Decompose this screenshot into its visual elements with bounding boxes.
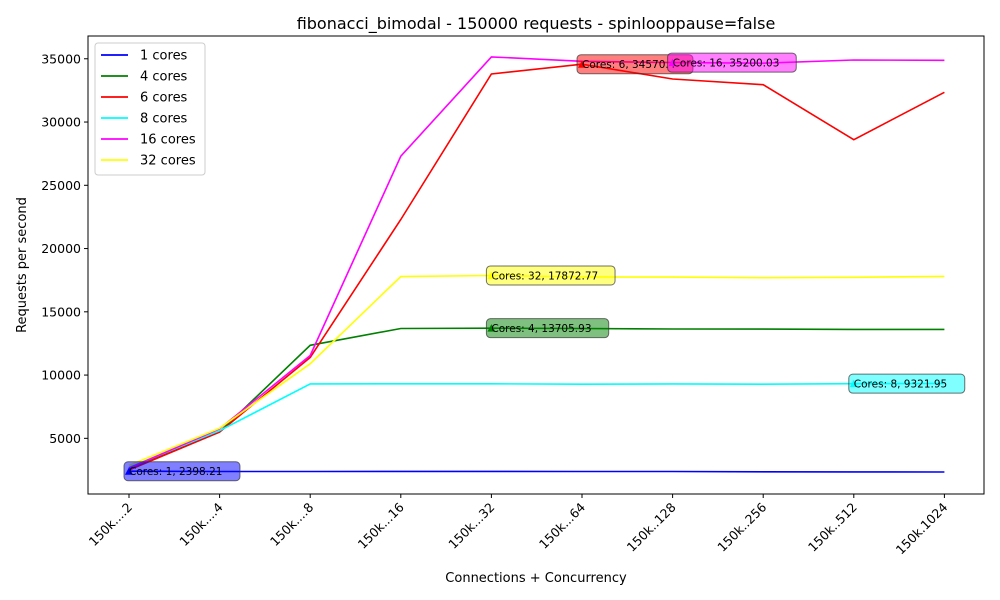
legend-label: 16 cores [140, 133, 196, 148]
legend-item: 6 cores [101, 91, 188, 106]
y-tick-label: 10000 [41, 368, 81, 383]
legend-item: 16 cores [101, 133, 196, 148]
annotation-label: Cores: 8, 9321.95 [854, 378, 947, 390]
legend-label: 8 cores [140, 112, 188, 127]
y-tick-label: 25000 [41, 178, 81, 193]
legend: 1 cores 4 cores 6 cores 8 cores 16 cores 32 c… [94, 42, 206, 176]
legend-item: 32 cores [101, 154, 196, 169]
annotation-label: Cores: 1, 2398.21 [129, 466, 222, 478]
legend-label: 32 cores [140, 154, 196, 169]
y-axis-title: Requests per second [15, 197, 30, 333]
series-lines [128, 56, 945, 473]
x-axis: 150k....2 150k....4 150k....8 150k...16 150k… [86, 494, 951, 557]
annotation-box: Cores: 6, 34570.4 [576, 54, 694, 75]
legend-label: 1 cores [140, 49, 188, 64]
plot-frame [87, 35, 985, 495]
series-line-16-cores [128, 56, 945, 469]
annotation-box-bg [123, 461, 241, 482]
x-tick-label: 150k..512 [805, 500, 860, 555]
x-tick-label: 150k...64 [536, 499, 588, 551]
x-tick-label: 150k....4 [176, 499, 225, 548]
legend-label: 6 cores [140, 91, 188, 106]
x-tick-label: 150k..128 [624, 499, 679, 554]
legend-item: 1 cores [101, 49, 188, 64]
series-line-8-cores [128, 382, 945, 469]
x-tick-label: 150k...32 [445, 500, 497, 552]
series-line-4-cores [128, 327, 945, 471]
x-axis-title: Connections + Concurrency [445, 571, 627, 586]
x-tick-label: 150k.1024 [893, 499, 951, 557]
annotation-box: Cores: 32, 17872.77 [485, 265, 616, 286]
series-line-1-cores [128, 470, 945, 473]
y-tick-label: 5000 [49, 431, 81, 446]
annotation-box: Cores: 4, 13705.93 [485, 318, 610, 339]
annotation-box-bg [667, 52, 797, 73]
annotation-label: Cores: 32, 17872.77 [491, 270, 598, 282]
x-tick-label: 150k....2 [86, 500, 135, 549]
x-tick-label: 150k....8 [267, 499, 316, 548]
annotations: Cores: 1, 2398.21 Cores: 4, 13705.93 Cores… [123, 52, 966, 482]
annotation-label: Cores: 4, 13705.93 [491, 323, 591, 335]
annotation-box: Cores: 16, 35200.03 [667, 52, 797, 73]
annotation-box-bg [848, 373, 966, 394]
series-line-32-cores [128, 274, 945, 467]
y-tick-label: 15000 [41, 304, 81, 319]
annotation-box-bg [485, 318, 610, 339]
y-tick-label: 20000 [41, 241, 81, 256]
legend-item: 8 cores [101, 112, 188, 127]
annotation-label: Cores: 6, 34570.4 [582, 59, 676, 71]
x-tick-label: 150k...16 [355, 499, 407, 551]
chart-title: fibonacci_bimodal - 150000 requests - sp… [297, 14, 776, 34]
y-tick-label: 35000 [41, 51, 81, 66]
annotation-box: Cores: 1, 2398.21 [123, 461, 241, 482]
y-tick-label: 30000 [41, 115, 81, 130]
annotation-label: Cores: 16, 35200.03 [673, 57, 780, 69]
legend-label: 4 cores [140, 70, 188, 85]
annotation-box: Cores: 8, 9321.95 [848, 373, 966, 394]
annotation-box-bg [485, 265, 616, 286]
y-axis: 5000 10000 15000 20000 25000 30000 35000 [41, 51, 88, 446]
series-line-6-cores [128, 63, 945, 471]
x-tick-label: 150k..256 [714, 499, 769, 554]
legend-item: 4 cores [101, 70, 188, 85]
